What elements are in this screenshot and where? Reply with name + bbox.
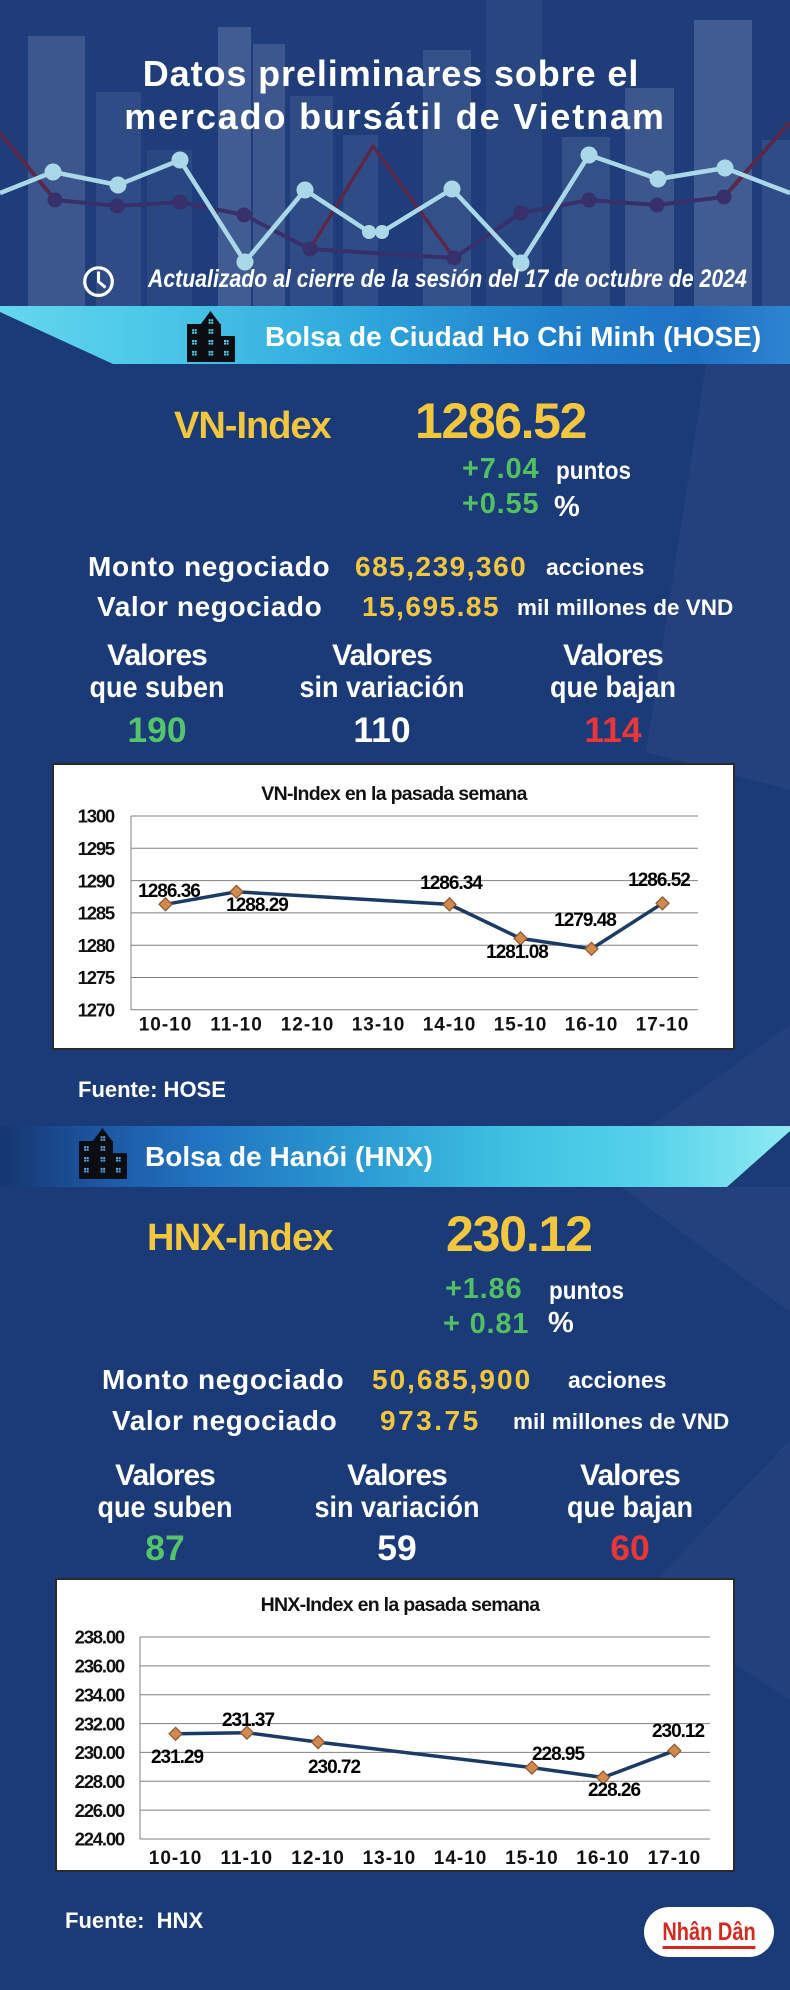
svg-text:1280: 1280 (78, 935, 115, 956)
svg-text:10-10: 10-10 (149, 1848, 203, 1869)
svg-text:1300: 1300 (78, 806, 115, 827)
svg-text:17-10: 17-10 (636, 1015, 690, 1036)
svg-text:16-10: 16-10 (565, 1015, 619, 1036)
svg-text:1286.34: 1286.34 (420, 873, 483, 894)
svg-text:15-10: 15-10 (494, 1015, 548, 1036)
svg-text:1285: 1285 (78, 903, 115, 924)
svg-text:1286.52: 1286.52 (628, 870, 690, 891)
svg-text:17-10: 17-10 (648, 1848, 702, 1869)
svg-text:236.00: 236.00 (75, 1656, 125, 1677)
svg-text:1290: 1290 (78, 870, 115, 891)
svg-text:228.26: 228.26 (588, 1780, 641, 1801)
svg-text:1279.48: 1279.48 (554, 910, 616, 931)
svg-text:HNX-Index en la pasada semana: HNX-Index en la pasada semana (261, 1594, 541, 1616)
svg-text:12-10: 12-10 (291, 1848, 345, 1869)
svg-text:234.00: 234.00 (75, 1684, 125, 1705)
svg-text:1275: 1275 (78, 967, 115, 988)
svg-text:16-10: 16-10 (576, 1848, 630, 1869)
svg-text:228.95: 228.95 (532, 1744, 586, 1765)
svg-text:14-10: 14-10 (434, 1848, 488, 1869)
svg-text:1270: 1270 (78, 1000, 115, 1021)
svg-text:1295: 1295 (78, 838, 115, 859)
svg-text:230.12: 230.12 (652, 1721, 705, 1742)
svg-text:VN-Index en la pasada semana: VN-Index en la pasada semana (261, 783, 527, 805)
svg-text:1288.29: 1288.29 (226, 895, 288, 916)
svg-text:15-10: 15-10 (505, 1848, 559, 1869)
svg-text:13-10: 13-10 (363, 1848, 417, 1869)
svg-text:231.29: 231.29 (151, 1747, 204, 1768)
svg-text:228.00: 228.00 (75, 1771, 125, 1792)
svg-text:230.72: 230.72 (308, 1757, 361, 1778)
svg-text:12-10: 12-10 (281, 1015, 335, 1036)
svg-text:1286.36: 1286.36 (138, 881, 200, 902)
svg-text:14-10: 14-10 (423, 1015, 477, 1036)
svg-text:224.00: 224.00 (75, 1829, 125, 1850)
svg-text:11-10: 11-10 (221, 1848, 274, 1869)
svg-text:10-10: 10-10 (139, 1015, 193, 1036)
svg-text:232.00: 232.00 (75, 1713, 125, 1734)
svg-text:231.37: 231.37 (222, 1710, 275, 1731)
svg-text:11-10: 11-10 (210, 1015, 263, 1036)
svg-text:238.00: 238.00 (75, 1627, 125, 1648)
svg-text:1281.08: 1281.08 (486, 942, 548, 963)
svg-text:226.00: 226.00 (75, 1800, 125, 1821)
svg-text:13-10: 13-10 (352, 1015, 406, 1036)
svg-text:230.00: 230.00 (75, 1742, 125, 1763)
